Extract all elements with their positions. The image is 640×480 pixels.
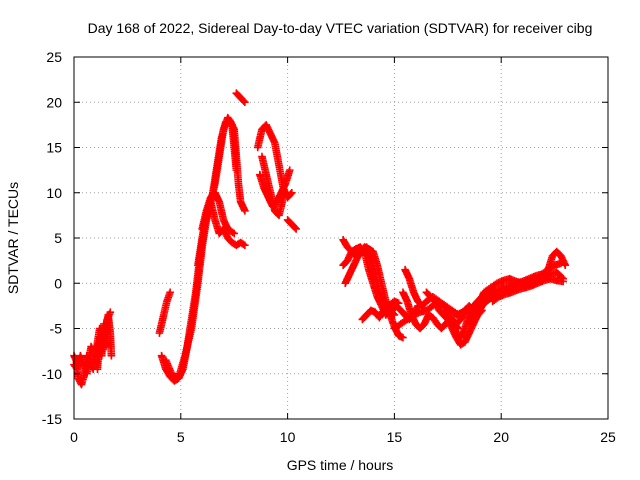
data-point [288,188,296,197]
y-axis-label: SDTVAR / TECUs [5,182,21,294]
data-point [241,98,249,107]
x-tick-label: 5 [177,429,185,445]
x-axis-label: GPS time / hours [287,457,394,473]
data-point [240,97,248,105]
chart-title: Day 168 of 2022, Sidereal Day-to-day VTE… [88,20,593,36]
data-point [241,241,249,250]
data-point [230,229,238,238]
data-point [166,288,174,297]
y-axis-tick-labels: -15 -10 -5 0 5 10 15 20 25 [42,49,62,427]
y-tick-label: 10 [46,185,62,201]
y-tick-label: -10 [42,366,62,382]
x-tick-label: 20 [493,429,509,445]
x-tick-label: 25 [600,429,616,445]
grid [74,57,608,419]
data-point [287,190,295,198]
y-tick-label: 15 [46,140,62,156]
y-tick-label: 0 [54,275,62,291]
y-tick-label: 5 [54,230,62,246]
data-point [292,225,300,233]
x-axis-tick-labels: 0 5 10 15 20 25 [70,429,616,445]
y-tick-label: 20 [46,94,62,110]
data-point [241,207,249,215]
data-point [291,224,299,232]
x-tick-label: 10 [280,429,296,445]
data-point [399,333,407,342]
data-point [232,166,241,174]
x-tick-label: 15 [387,429,403,445]
data-point [390,311,399,319]
data-point [107,351,116,360]
data-point [454,324,463,333]
y-tick-label: 25 [46,49,62,65]
data-point [559,277,567,286]
data-point [561,261,570,269]
data-series-sdtvar [70,89,570,389]
axis-ticks [73,56,609,420]
y-tick-label: -15 [42,411,62,427]
x-tick-label: 0 [70,429,78,445]
data-point [285,166,294,174]
data-point [279,193,288,202]
data-point [106,308,115,317]
data-point [394,299,403,307]
y-tick-label: -5 [50,321,63,337]
